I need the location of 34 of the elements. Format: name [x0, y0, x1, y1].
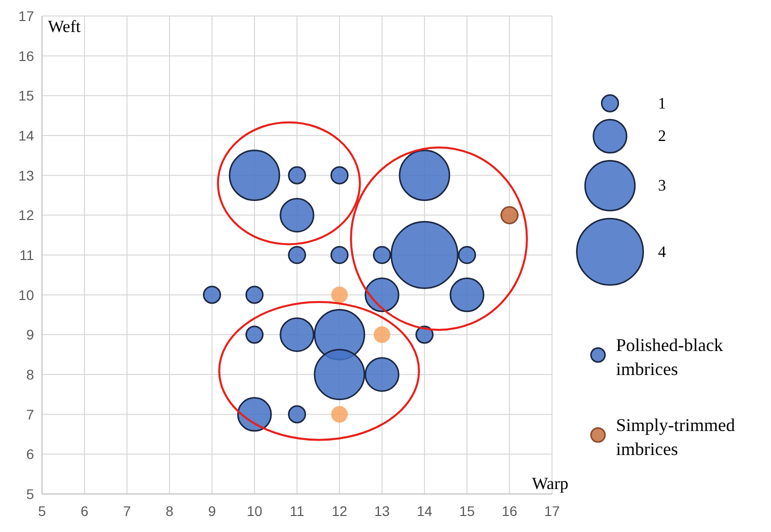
y-tick-label: 10: [18, 286, 34, 303]
x-tick-label: 17: [544, 503, 560, 519]
y-tick-label: 6: [26, 446, 34, 462]
y-tick-label: 14: [18, 128, 34, 144]
legend-label: Polished-black imbrices: [616, 335, 723, 379]
x-tick-label: 13: [374, 503, 390, 519]
y-tick-label: 17: [18, 8, 34, 24]
legend-label: 1: [658, 95, 666, 112]
y-tick-label: 16: [18, 48, 34, 64]
y-tick-label: 15: [18, 88, 34, 104]
legend-label: 3: [658, 178, 666, 195]
x-tick-label: 9: [208, 503, 216, 519]
x-tick-label: 10: [246, 503, 262, 519]
x-tick-label: 11: [290, 503, 304, 519]
y-axis-title: Weft: [48, 17, 81, 36]
x-tick-label: 15: [459, 503, 475, 519]
y-tick-label: 5: [26, 486, 34, 502]
x-axis-title: Warp: [532, 474, 568, 493]
y-tick-label: 9: [26, 326, 34, 343]
x-tick-label: 7: [123, 503, 132, 519]
x-tick-label: 16: [502, 503, 518, 519]
y-tick-label: 8: [26, 366, 34, 382]
legend-label: Simply-trimmed imbrices: [616, 415, 735, 459]
x-tick-label: 6: [80, 503, 89, 519]
y-tick-label: 12: [18, 207, 34, 224]
x-tick-label: 14: [416, 503, 432, 519]
x-tick-label: 8: [166, 503, 174, 519]
x-tick-label: 5: [38, 503, 46, 519]
y-tick-label: 11: [19, 247, 34, 263]
x-tick-label: 12: [332, 503, 348, 519]
legend-label: 4: [658, 244, 666, 261]
y-tick-label: 7: [26, 406, 34, 422]
y-tick-label: 13: [18, 167, 34, 184]
legend-label: 2: [658, 128, 666, 146]
